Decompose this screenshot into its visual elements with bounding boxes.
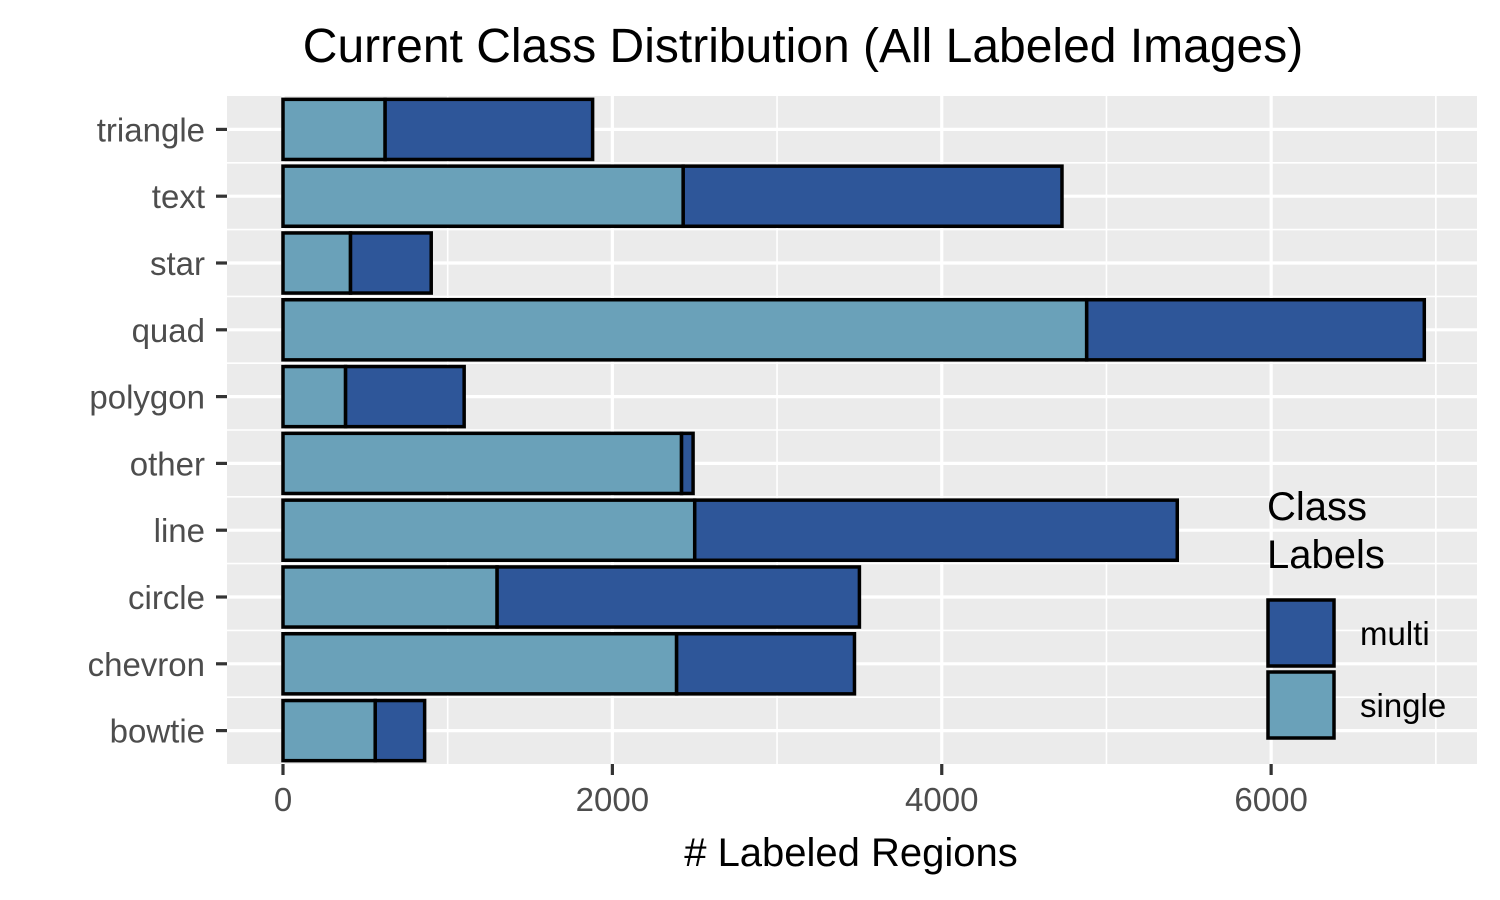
bar-circle-single <box>281 565 499 629</box>
legend-swatch-multi <box>1266 598 1336 668</box>
bar-star-multi <box>348 231 433 295</box>
bar-other-single <box>281 431 684 496</box>
bar-chevron-single <box>281 631 679 696</box>
chart-title: Current Class Distribution (All Labeled … <box>303 20 1303 73</box>
bar-chevron-multi <box>674 631 857 696</box>
y-axis: triangle text star quad polygon other line circ… <box>88 111 227 750</box>
bars <box>281 97 1427 763</box>
bar-line-multi <box>692 498 1180 563</box>
x-tick-label: 2000 <box>576 781 649 818</box>
bar-other-multi <box>679 431 695 496</box>
legend: Class Labels multi single <box>1266 485 1446 740</box>
x-tick-label: 6000 <box>1234 781 1307 818</box>
y-tick-label: bowtie <box>110 713 205 750</box>
x-axis: 0 2000 4000 6000 <box>274 764 1308 818</box>
y-tick-label: star <box>150 245 205 282</box>
y-tick-label: quad <box>132 312 205 349</box>
legend-label-multi: multi <box>1360 615 1430 652</box>
bar-circle-multi <box>495 565 862 629</box>
bar-polygon-single <box>281 364 348 429</box>
x-axis-title: # Labeled Regions <box>684 831 1018 875</box>
bar-triangle-multi <box>383 97 595 162</box>
legend-title-line: Class <box>1267 485 1367 529</box>
bar-text-multi <box>681 164 1064 229</box>
bar-polygon-multi <box>343 364 466 429</box>
legend-swatch-single <box>1266 670 1336 740</box>
bar-text-single <box>281 164 685 229</box>
y-tick-label: text <box>152 178 205 215</box>
y-tick-label: chevron <box>88 646 205 683</box>
bar-bowtie-multi <box>373 698 427 763</box>
y-tick-label: circle <box>128 579 205 616</box>
legend-label-single: single <box>1360 687 1446 724</box>
y-tick-label: line <box>154 512 205 549</box>
bar-line-single <box>281 498 697 563</box>
legend-title: Class Labels <box>1267 485 1385 577</box>
legend-title-line: Labels <box>1267 533 1385 577</box>
bar-bowtie-single <box>281 698 377 763</box>
bar-star-single <box>281 231 353 295</box>
y-tick-label: other <box>130 445 205 482</box>
bar-quad-single <box>281 297 1089 362</box>
y-tick-label: triangle <box>97 111 205 148</box>
x-tick-label: 0 <box>274 781 292 818</box>
bar-quad-multi <box>1084 297 1427 362</box>
bar-triangle-single <box>281 97 387 162</box>
x-tick-label: 4000 <box>905 781 978 818</box>
y-tick-label: polygon <box>89 379 205 416</box>
